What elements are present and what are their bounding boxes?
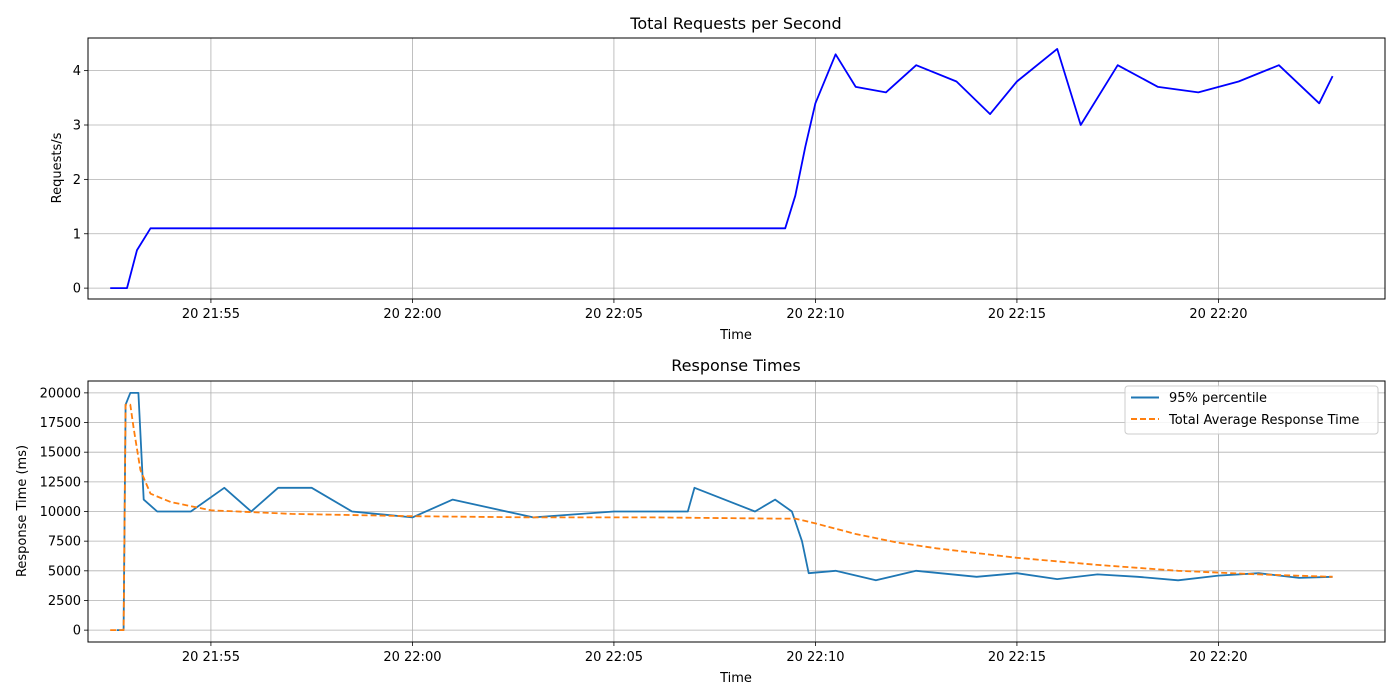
x-tick-label: 20 22:10 xyxy=(786,650,844,665)
y-tick-label: 5000 xyxy=(48,564,81,579)
grid xyxy=(88,38,1385,299)
requests-chart: Total Requests per Second 20 21:55 20 22:… xyxy=(50,14,1386,343)
series-line-0 xyxy=(110,48,1334,289)
y-tick-label: 10000 xyxy=(40,505,81,520)
y-axis-label: Response Time (ms) xyxy=(15,445,30,577)
y-tick-label: 12500 xyxy=(40,475,81,490)
x-axis-label: Time xyxy=(719,671,752,686)
x-tick-label: 20 22:20 xyxy=(1189,650,1247,665)
response-times-chart: Response Times 20 21:55 20 22:00 20 22:05 2… xyxy=(15,356,1386,686)
x-tick-label: 20 21:55 xyxy=(182,650,240,665)
x-tick-label: 20 22:15 xyxy=(988,650,1046,665)
legend: 95% percentile Total Average Response Ti… xyxy=(1124,385,1379,435)
plot-lines xyxy=(110,48,1334,289)
y-axis-ticks: 0 1 2 3 4 xyxy=(73,64,88,297)
plot-lines xyxy=(110,392,1333,631)
legend-label-95-percentile: 95% percentile xyxy=(1169,391,1267,406)
x-axis-label: Time xyxy=(719,328,752,343)
x-tick-label: 20 22:10 xyxy=(786,307,844,322)
legend-label-average: Total Average Response Time xyxy=(1168,413,1359,428)
y-tick-label: 4 xyxy=(73,64,81,79)
series-line-total-average-response-time xyxy=(110,403,1333,631)
x-tick-label: 20 22:15 xyxy=(988,307,1046,322)
x-tick-label: 20 22:00 xyxy=(383,650,441,665)
plot-frame xyxy=(87,37,1386,300)
x-axis-ticks: 20 21:55 20 22:00 20 22:05 20 22:10 20 22:15… xyxy=(182,299,1247,322)
series-line-95-percentile xyxy=(116,392,1333,631)
x-tick-label: 20 22:20 xyxy=(1189,307,1247,322)
y-axis-ticks: 0 2500 5000 7500 10000 12500 15000 17500 20000 xyxy=(40,386,88,639)
y-tick-label: 0 xyxy=(73,282,81,297)
y-tick-label: 3 xyxy=(73,119,81,134)
y-tick-label: 1 xyxy=(73,227,81,242)
x-tick-label: 20 21:55 xyxy=(182,307,240,322)
y-tick-label: 2 xyxy=(73,173,81,188)
y-tick-label: 15000 xyxy=(40,446,81,461)
y-tick-label: 17500 xyxy=(40,416,81,431)
x-tick-label: 20 22:05 xyxy=(585,307,643,322)
y-tick-label: 0 xyxy=(73,624,81,639)
x-tick-label: 20 22:00 xyxy=(383,307,441,322)
legend-box xyxy=(1124,385,1379,435)
y-axis-label: Requests/s xyxy=(50,132,65,203)
x-tick-label: 20 22:05 xyxy=(585,650,643,665)
chart-title: Total Requests per Second xyxy=(629,14,841,33)
x-axis-ticks: 20 21:55 20 22:00 20 22:05 20 22:10 20 22:15… xyxy=(182,642,1247,665)
chart-title: Response Times xyxy=(671,356,800,375)
y-tick-label: 20000 xyxy=(40,386,81,401)
y-tick-label: 2500 xyxy=(48,594,81,609)
y-tick-label: 7500 xyxy=(48,535,81,550)
